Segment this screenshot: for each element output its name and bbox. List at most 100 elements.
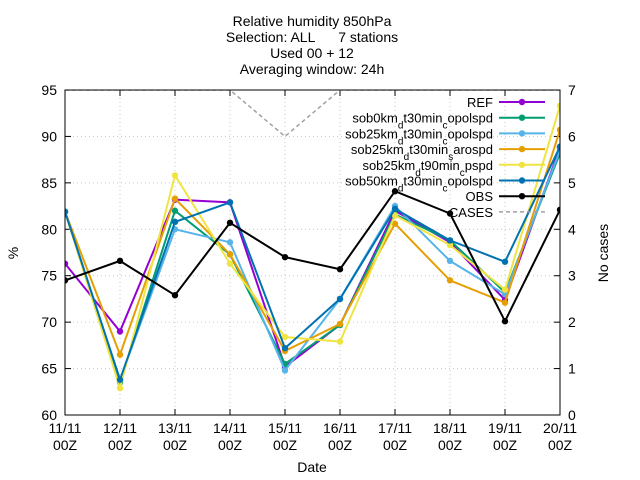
data-point — [336, 320, 344, 328]
chart-title-line: Relative humidity 850hPa — [233, 13, 392, 29]
data-point — [281, 367, 289, 374]
legend-label-part: c — [442, 120, 447, 131]
data-point — [336, 338, 344, 345]
x-tick-label: 16/11 — [323, 420, 357, 436]
legend-label-part: c — [442, 183, 447, 194]
legend-label-part: t30min — [403, 111, 442, 126]
x-tick-label: 00Z — [493, 437, 518, 453]
data-point — [281, 253, 289, 261]
data-point — [226, 199, 234, 206]
legend-label: REF — [467, 95, 493, 110]
x-tick-label: 00Z — [108, 437, 133, 453]
legend-label-part: t90min — [421, 158, 460, 173]
data-point — [171, 195, 179, 202]
y-tick-label: 95 — [41, 82, 57, 98]
data-point — [116, 328, 124, 335]
grid — [65, 90, 560, 415]
data-point — [171, 207, 179, 214]
legend-label-part: OBS — [466, 189, 494, 204]
legend-label: sob25kmdt30minsarospd — [351, 142, 493, 163]
legend-label-part: d — [398, 136, 404, 147]
legend-label-part: d — [398, 183, 404, 194]
y-tick-label: 60 — [41, 407, 57, 423]
data-point — [226, 260, 234, 267]
data-point — [116, 376, 124, 383]
legend-label: OBS — [466, 189, 494, 204]
data-point — [226, 219, 234, 226]
data-point — [226, 251, 234, 258]
legend-label-part: sob25km — [345, 126, 398, 141]
legend-label-part: CASES — [449, 205, 493, 220]
legend-sample-marker — [518, 193, 526, 200]
x-tick-label: 20/11 — [543, 420, 577, 436]
data-point — [171, 172, 179, 179]
series-line — [65, 146, 560, 383]
x-tick-label: 00Z — [548, 437, 573, 453]
legend-label: sob0kmdt30mincopolspd — [352, 111, 493, 132]
legend-sample-marker — [518, 177, 526, 184]
legend-label-part: REF — [467, 95, 493, 110]
data-point — [65, 208, 69, 215]
x-tick-label: 00Z — [383, 437, 408, 453]
data-point — [556, 143, 560, 150]
legend-sample-marker — [518, 98, 526, 106]
data-point — [446, 237, 454, 244]
legend-sample-marker — [518, 114, 526, 121]
data-point — [281, 333, 289, 341]
data-point — [446, 210, 454, 217]
x-tick-label: 00Z — [163, 437, 188, 453]
legend-label-part: s — [448, 152, 453, 163]
series-line — [65, 150, 560, 383]
x-tick-label: 17/11 — [378, 420, 412, 436]
legend-label-part: opolspd — [447, 126, 493, 141]
x-tick-label: 00Z — [53, 437, 78, 453]
legend-label-part: c — [460, 167, 465, 178]
legend-label-part: d — [398, 120, 404, 131]
legend-sample-marker — [518, 161, 526, 168]
y2-tick-label: 5 — [568, 175, 576, 191]
y2-tick-label: 1 — [568, 361, 576, 377]
legend-label-part: sob25km — [351, 142, 404, 157]
data-point — [501, 286, 509, 293]
data-point — [556, 102, 560, 109]
legend-label-part: opolspd — [447, 174, 493, 189]
data-point — [446, 277, 454, 284]
data-point — [65, 260, 69, 267]
series-line — [65, 147, 560, 369]
legend-label: sob25kmdt90mincpspd — [362, 158, 493, 179]
x-tick-label: 12/11 — [103, 420, 137, 436]
legend-label-part: pspd — [465, 158, 493, 173]
legend-label: CASES — [449, 205, 493, 220]
y-tick-label: 85 — [41, 175, 57, 191]
data-point — [556, 206, 560, 213]
legend-label-part: c — [442, 136, 447, 147]
y2-tick-label: 7 — [568, 82, 576, 98]
x-tick-label: 00Z — [218, 437, 243, 453]
legend-label-part: t30min — [403, 174, 442, 189]
data-point — [391, 188, 399, 195]
legend-label-part: t30min — [403, 126, 442, 141]
chart-title-line: Used 00 + 12 — [270, 45, 354, 61]
x-tick-label: 00Z — [438, 437, 463, 453]
x-tick-label: 14/11 — [213, 420, 247, 436]
data-point — [65, 277, 69, 284]
x-tick-label: 19/11 — [488, 420, 522, 436]
data-point — [446, 257, 454, 265]
y2-axis-title: No cases — [595, 224, 611, 282]
x-tick-label: 00Z — [328, 437, 353, 453]
data-point — [336, 295, 344, 303]
chart-title-line: Selection: ALL 7 stations — [226, 29, 398, 45]
data-point — [501, 299, 509, 306]
y-tick-label: 75 — [41, 268, 57, 284]
legend-label: sob50kmdt30mincopolspd — [345, 174, 493, 195]
data-point — [391, 220, 399, 227]
data-point — [391, 212, 399, 219]
y-tick-label: 90 — [41, 128, 57, 144]
data-point — [116, 384, 124, 392]
data-point — [171, 218, 179, 226]
x-tick-label: 13/11 — [158, 420, 192, 436]
data-point — [336, 266, 344, 273]
x-tick-label: 18/11 — [433, 420, 467, 436]
y2-tick-label: 0 — [568, 407, 576, 423]
